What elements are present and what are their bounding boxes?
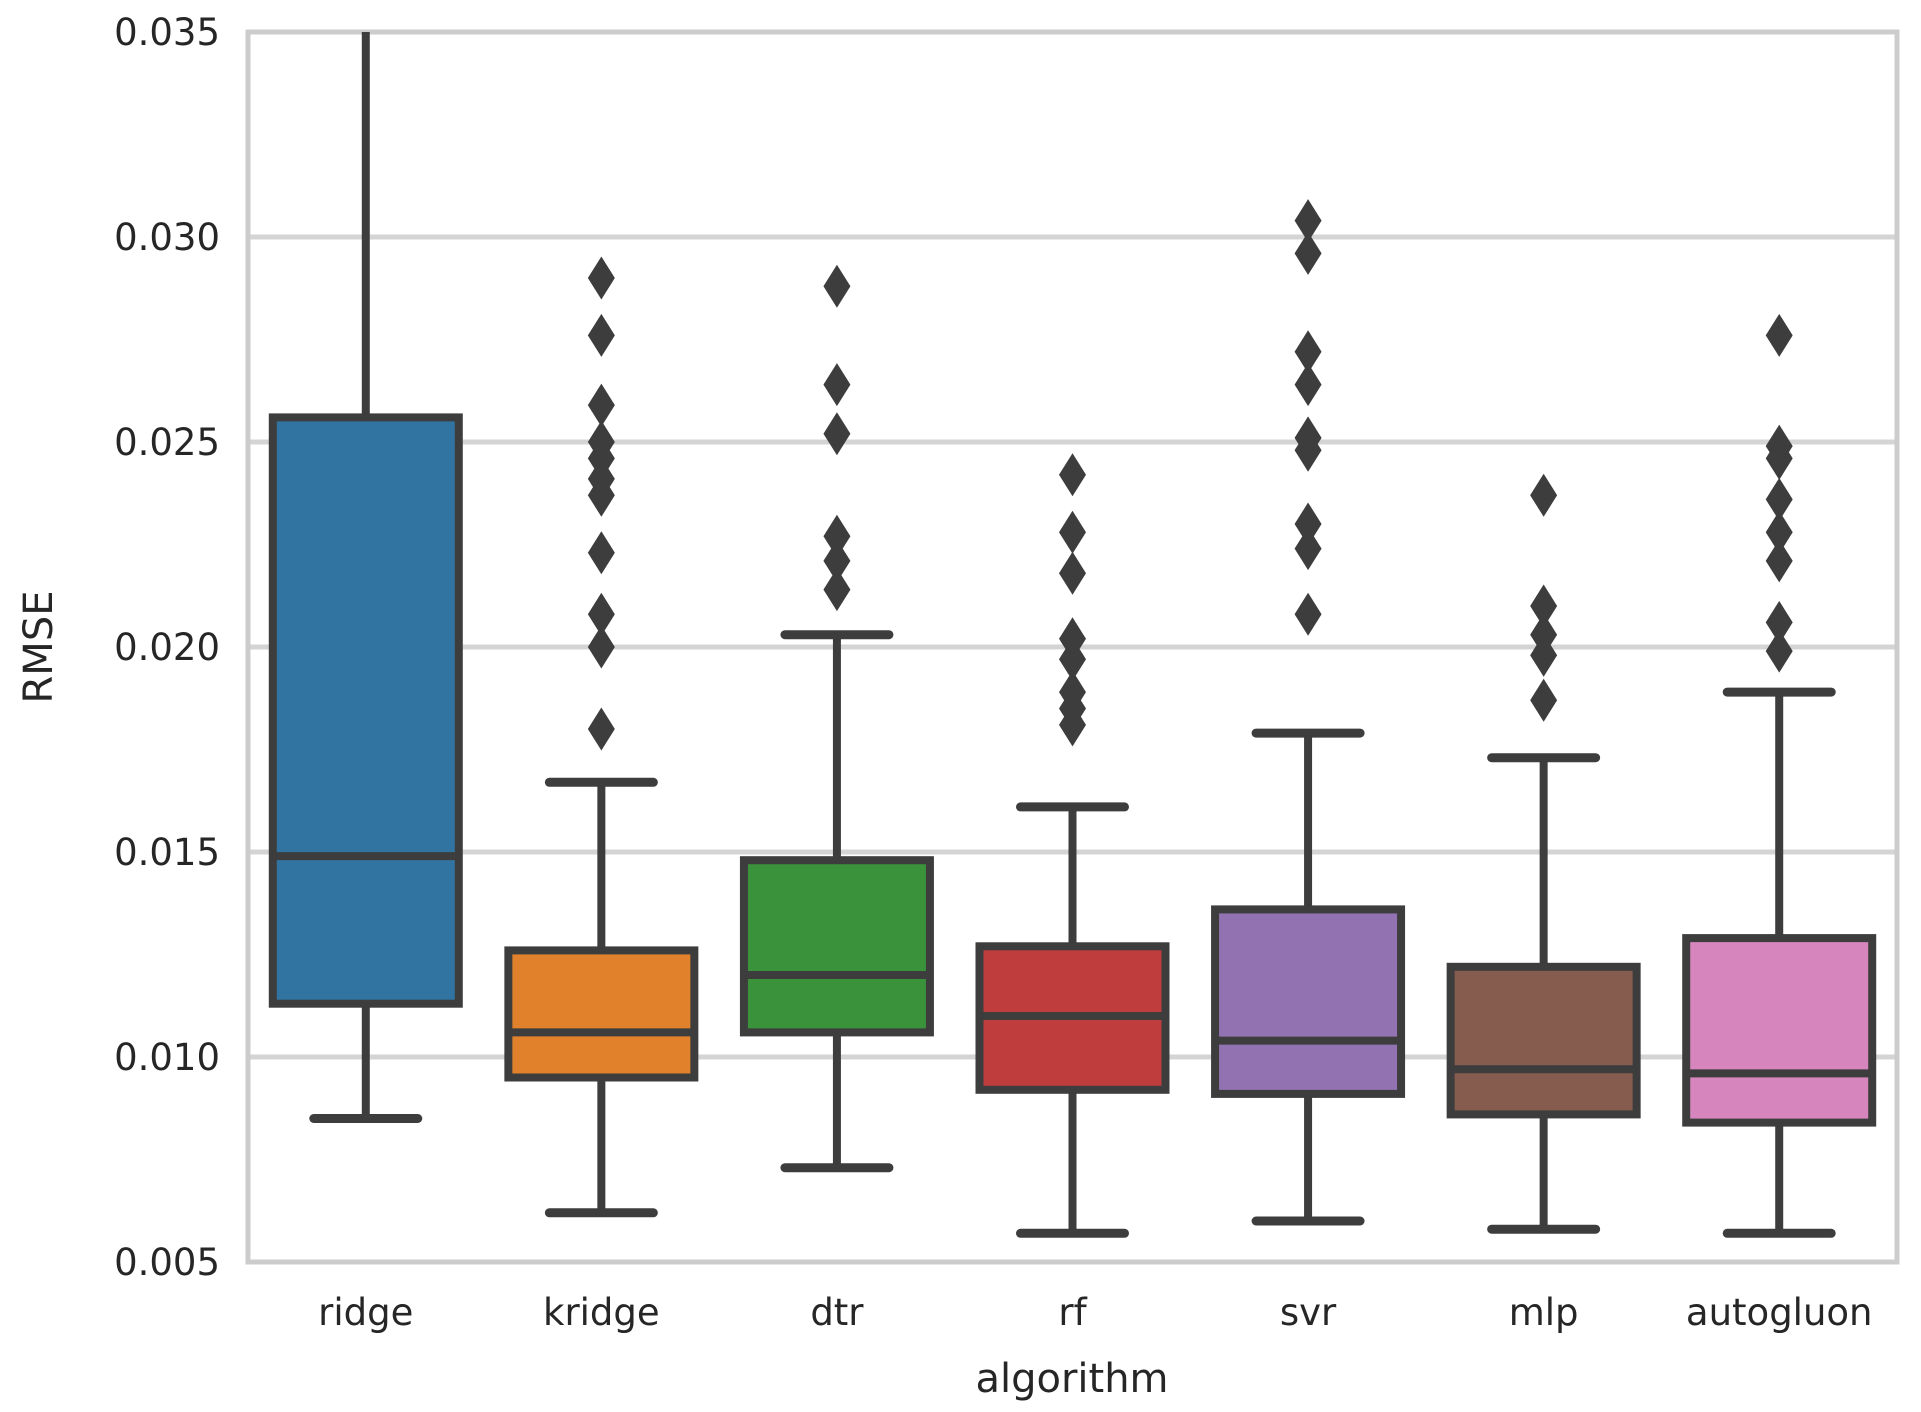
y-tick-label-0.035: 0.035 (114, 11, 220, 54)
outlier-kridge-6 (587, 473, 615, 517)
y-tick-label-0.015: 0.015 (114, 831, 220, 874)
x-axis-label: algorithm (975, 1356, 1168, 1402)
y-tick-label-0.005: 0.005 (114, 1241, 220, 1284)
x-tick-label-mlp: mlp (1509, 1291, 1579, 1334)
outlier-dtr-1 (823, 363, 851, 407)
outlier-svr-8 (1294, 592, 1322, 636)
outlier-dtr-4 (823, 539, 851, 583)
box-group-svr (1211, 199, 1406, 1226)
x-tick-label-svr: svr (1280, 1291, 1337, 1334)
outlier-mlp-1 (1530, 584, 1558, 628)
outlier-mlp-4 (1530, 678, 1558, 722)
iqr-box-svr (1211, 905, 1406, 1098)
x-tick-label-kridge: kridge (543, 1291, 660, 1334)
box-group-rf (975, 453, 1170, 1238)
outlier-rf-7 (1059, 703, 1086, 747)
box-group-ridge (268, 32, 463, 1123)
outlier-dtr-0 (823, 264, 851, 308)
outlier-kridge-2 (587, 383, 615, 427)
iqr-box-dtr (739, 856, 934, 1037)
iqr-box-kridge (504, 946, 699, 1082)
y-tick-label-0.020: 0.020 (114, 626, 220, 669)
box-group-kridge (504, 256, 699, 1218)
outlier-rf-4 (1059, 637, 1086, 681)
box-group-mlp (1446, 473, 1641, 1234)
outlier-autogluon-5 (1765, 539, 1793, 583)
outlier-kridge-1 (587, 313, 615, 357)
outlier-dtr-3 (823, 514, 851, 558)
spines-layer (245, 29, 1900, 1265)
outlier-svr-6 (1294, 502, 1322, 546)
y-tick-label-0.010: 0.010 (114, 1036, 220, 1079)
box-group-autogluon (1682, 313, 1877, 1238)
outlier-autogluon-3 (1765, 477, 1793, 521)
outlier-rf-2 (1059, 551, 1086, 595)
outlier-mlp-3 (1530, 633, 1558, 677)
iqr-box-mlp (1446, 962, 1641, 1119)
outlier-rf-0 (1059, 453, 1086, 497)
outlier-svr-2 (1294, 330, 1322, 374)
box-group-dtr (739, 264, 934, 1173)
x-tick-label-ridge: ridge (318, 1291, 413, 1334)
x-tick-label-autogluon: autogluon (1686, 1291, 1873, 1334)
outlier-kridge-0 (587, 256, 615, 300)
outlier-dtr-2 (823, 412, 851, 456)
outlier-svr-0 (1294, 199, 1322, 243)
outlier-autogluon-2 (1765, 436, 1793, 480)
plot-frame (245, 29, 1900, 1265)
boxes-layer (268, 32, 1877, 1238)
outlier-svr-1 (1294, 231, 1322, 275)
tick-labels-layer: 0.005 0.010 0.015 0.020 0.025 0.030 0.035 ridge… (114, 11, 1872, 1334)
outlier-kridge-7 (587, 531, 615, 575)
outlier-svr-7 (1294, 527, 1322, 571)
outlier-autogluon-4 (1765, 510, 1793, 554)
iqr-box-ridge (268, 413, 463, 1008)
outlier-svr-3 (1294, 363, 1322, 407)
outlier-kridge-9 (587, 625, 615, 669)
x-tick-label-rf: rf (1058, 1291, 1087, 1334)
y-tick-label-0.030: 0.030 (114, 216, 220, 259)
outlier-svr-5 (1294, 428, 1322, 472)
y-axis-label: RMSE (16, 591, 62, 704)
outlier-kridge-10 (587, 707, 615, 751)
outlier-autogluon-7 (1765, 629, 1793, 673)
outlier-kridge-8 (587, 592, 615, 636)
y-tick-label-0.025: 0.025 (114, 421, 220, 464)
x-tick-label-dtr: dtr (810, 1291, 864, 1334)
outlier-mlp-0 (1530, 473, 1558, 517)
outlier-dtr-5 (823, 568, 851, 612)
outlier-rf-1 (1059, 510, 1086, 554)
outlier-autogluon-0 (1765, 313, 1793, 357)
outlier-autogluon-6 (1765, 600, 1793, 644)
iqr-box-autogluon (1682, 934, 1877, 1127)
